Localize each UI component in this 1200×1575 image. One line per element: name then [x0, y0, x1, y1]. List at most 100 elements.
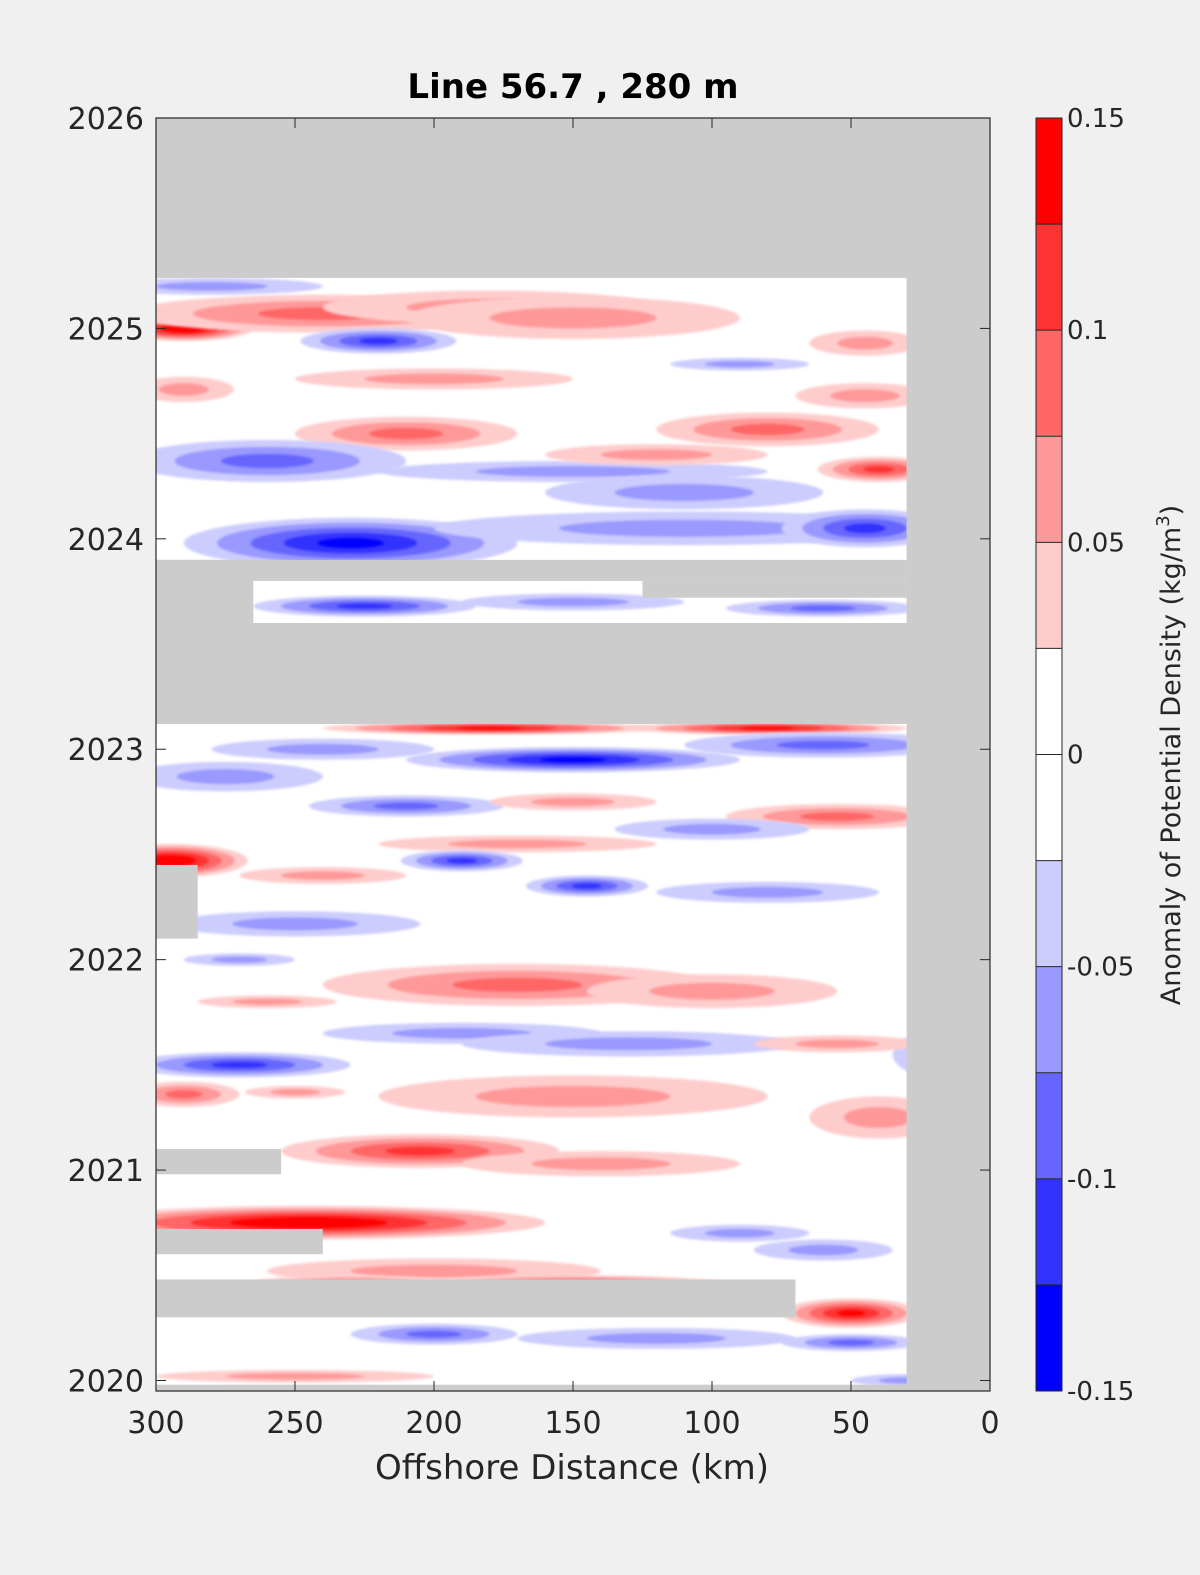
- contour-band: [392, 1028, 532, 1039]
- contour-band: [600, 449, 713, 460]
- contour-band: [586, 1333, 726, 1344]
- no-data-region: [156, 622, 990, 724]
- no-data-region: [156, 1149, 282, 1175]
- colorbar: 0.15 0.1 0.05 0 -0.05 -0.1 -0.15: [1035, 104, 1134, 1407]
- x-axis-label: Offshore Distance (km): [375, 1448, 769, 1488]
- colorbar-tick-label: -0.1: [1067, 1165, 1118, 1195]
- y-tick-label: 2026: [68, 102, 144, 137]
- no-data-regions: [156, 118, 990, 1391]
- contour-band: [165, 1090, 203, 1099]
- colorbar-tick-label: 0.15: [1067, 104, 1125, 134]
- contour-band: [373, 802, 439, 810]
- contour-band: [705, 361, 775, 368]
- contour-band: [211, 956, 268, 963]
- contour-band: [788, 1244, 858, 1256]
- contour-band: [317, 537, 384, 549]
- contour-band: [531, 1157, 671, 1171]
- contour-band: [452, 977, 583, 992]
- contour-band: [830, 389, 900, 403]
- contour-band: [844, 1106, 914, 1128]
- colorbar-swatch: [1036, 860, 1062, 967]
- contour-band: [369, 428, 444, 440]
- colorbar-tick-label: -0.05: [1067, 953, 1134, 983]
- contour-band: [475, 466, 671, 477]
- colorbar-swatch: [1036, 966, 1062, 1073]
- colorbar-tick-label: 0.1: [1067, 316, 1108, 346]
- colorbar-tick-label: 0.05: [1067, 528, 1125, 558]
- contour-band: [795, 1039, 879, 1049]
- colorbar-swatch: [1036, 224, 1062, 331]
- contour-band: [571, 883, 603, 889]
- contour-band: [705, 1228, 775, 1238]
- contour-band: [176, 769, 275, 784]
- contour-band: [800, 812, 875, 821]
- contour-band: [531, 797, 615, 807]
- contour-band: [446, 858, 478, 864]
- contour-band: [269, 1219, 349, 1226]
- contour-band: [489, 307, 657, 329]
- no-data-region: [156, 864, 198, 939]
- contour-band: [158, 383, 209, 396]
- contour-band: [517, 597, 629, 607]
- x-tick-label: 200: [405, 1406, 462, 1441]
- x-tick-label: 50: [832, 1406, 870, 1441]
- contour-band: [364, 373, 504, 385]
- contour-band: [475, 1085, 671, 1107]
- contour-band: [156, 857, 183, 864]
- colorbar-swatch: [1036, 1284, 1062, 1391]
- no-data-region: [156, 1279, 796, 1318]
- colorbar-label: Anomaly of Potential Density (kg/m3): [1153, 505, 1187, 1005]
- contour-band: [406, 1330, 462, 1338]
- contour-band: [211, 1061, 268, 1069]
- colorbar-swatch: [1036, 1178, 1062, 1285]
- contour-band: [712, 887, 824, 898]
- contour-band: [844, 523, 886, 534]
- x-tick-label: 300: [127, 1406, 184, 1441]
- contour-band: [790, 605, 856, 612]
- contour-band: [663, 823, 761, 835]
- colorbar-swatch: [1036, 1072, 1062, 1179]
- contour-band: [837, 1310, 865, 1317]
- x-tick-label: 150: [544, 1406, 601, 1441]
- no-data-region: [906, 118, 990, 1391]
- colorbar-tick-label: 0: [1067, 741, 1084, 771]
- contour-band: [358, 337, 398, 345]
- no-data-region: [642, 580, 907, 598]
- no-data-region: [156, 118, 990, 278]
- contour-band: [225, 1373, 365, 1380]
- x-axis: 300 250 200 150 100 50 0: [127, 118, 1000, 1441]
- y-axis: 2020 2021 2022 2023 2024 2025 2026: [68, 102, 990, 1399]
- contour-band: [385, 1146, 455, 1156]
- contour-band: [863, 466, 895, 473]
- y-tick-label: 2025: [68, 312, 144, 347]
- colorbar-swatch: [1036, 648, 1062, 755]
- colorbar-swatch: [1036, 542, 1062, 649]
- contour-band: [539, 757, 607, 763]
- colorbar-swatch: [1036, 118, 1062, 225]
- contour-band: [456, 726, 523, 730]
- colorbar-swatch: [1036, 330, 1062, 437]
- colorbar-tick-label: -0.15: [1067, 1377, 1134, 1407]
- y-tick-label: 2024: [68, 523, 144, 558]
- contour-band: [156, 282, 268, 291]
- no-data-region: [156, 559, 907, 581]
- colorbar-swatch: [1036, 754, 1062, 861]
- no-data-region: [156, 1228, 323, 1255]
- contour-band: [220, 453, 314, 468]
- contour-band: [232, 998, 302, 1005]
- x-tick-label: 0: [980, 1406, 999, 1441]
- contour-band: [545, 1037, 712, 1051]
- y-tick-label: 2021: [68, 1154, 144, 1189]
- contour-band: [559, 519, 810, 537]
- colorbar-swatch: [1036, 436, 1062, 543]
- contour-band: [827, 1339, 875, 1346]
- contour-band: [776, 740, 870, 750]
- contour-band: [649, 982, 775, 1000]
- contour-band: [267, 743, 379, 755]
- y-tick-label: 2023: [68, 733, 144, 768]
- contour-band: [730, 423, 805, 436]
- contour-band: [336, 603, 393, 609]
- contour-band: [837, 336, 893, 350]
- y-tick-label: 2022: [68, 944, 144, 979]
